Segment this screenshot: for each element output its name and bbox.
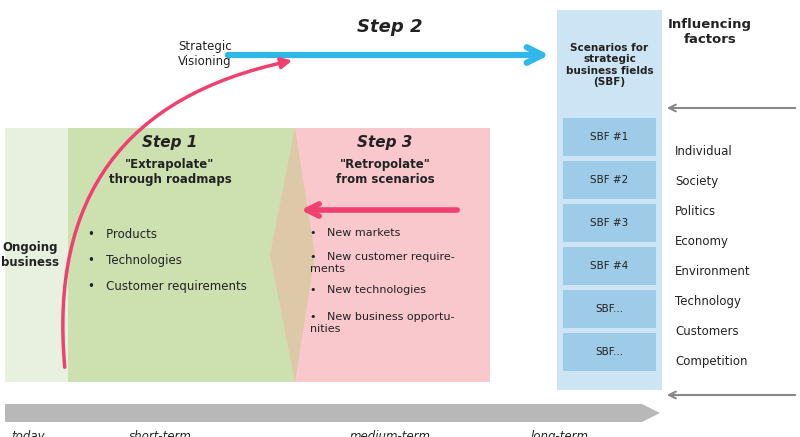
- Text: Ongoing
business: Ongoing business: [1, 241, 59, 269]
- FancyArrowPatch shape: [63, 59, 289, 367]
- Text: Competition: Competition: [675, 355, 747, 368]
- FancyBboxPatch shape: [563, 247, 656, 285]
- FancyBboxPatch shape: [563, 204, 656, 242]
- Text: Step 3: Step 3: [358, 135, 413, 150]
- Text: •   Technologies: • Technologies: [88, 254, 182, 267]
- Text: SBF...: SBF...: [595, 347, 623, 357]
- Text: today: today: [11, 430, 45, 437]
- Polygon shape: [68, 128, 315, 382]
- Text: SBF #2: SBF #2: [590, 175, 629, 185]
- Text: •   Customer requirements: • Customer requirements: [88, 280, 247, 293]
- Polygon shape: [5, 128, 68, 382]
- Text: Customers: Customers: [675, 325, 738, 338]
- Text: Scenarios for
strategic
business fields
(SBF): Scenarios for strategic business fields …: [566, 42, 654, 87]
- Text: •   New customer require-
ments: • New customer require- ments: [310, 252, 454, 274]
- FancyBboxPatch shape: [563, 333, 656, 371]
- Text: short-term: short-term: [129, 430, 191, 437]
- Text: Step 1: Step 1: [142, 135, 198, 150]
- FancyBboxPatch shape: [557, 10, 662, 390]
- Text: SBF #4: SBF #4: [590, 261, 629, 271]
- Text: Environment: Environment: [675, 265, 750, 278]
- FancyBboxPatch shape: [563, 290, 656, 328]
- Text: SBF #1: SBF #1: [590, 132, 629, 142]
- Text: Politics: Politics: [675, 205, 716, 218]
- Text: "Retropolate"
from scenarios: "Retropolate" from scenarios: [336, 158, 434, 186]
- Text: medium-term: medium-term: [350, 430, 430, 437]
- FancyBboxPatch shape: [563, 161, 656, 199]
- Text: Step 2: Step 2: [358, 18, 422, 36]
- Polygon shape: [5, 404, 660, 422]
- Polygon shape: [270, 128, 315, 382]
- Polygon shape: [270, 128, 490, 382]
- Text: "Extrapolate"
through roadmaps: "Extrapolate" through roadmaps: [109, 158, 231, 186]
- Text: •   New business opportu-
nities: • New business opportu- nities: [310, 312, 454, 333]
- Text: long-term: long-term: [531, 430, 589, 437]
- FancyBboxPatch shape: [563, 118, 656, 156]
- Text: Society: Society: [675, 175, 718, 188]
- Text: Economy: Economy: [675, 235, 729, 248]
- Text: Strategic
Visioning: Strategic Visioning: [178, 40, 232, 68]
- Text: Individual: Individual: [675, 145, 733, 158]
- Text: Influencing
factors: Influencing factors: [668, 18, 752, 46]
- Text: SBF #3: SBF #3: [590, 218, 629, 228]
- Text: Technology: Technology: [675, 295, 741, 308]
- Text: •   New technologies: • New technologies: [310, 285, 426, 295]
- Text: •   Products: • Products: [88, 228, 157, 241]
- Text: SBF...: SBF...: [595, 304, 623, 314]
- Text: •   New markets: • New markets: [310, 228, 400, 238]
